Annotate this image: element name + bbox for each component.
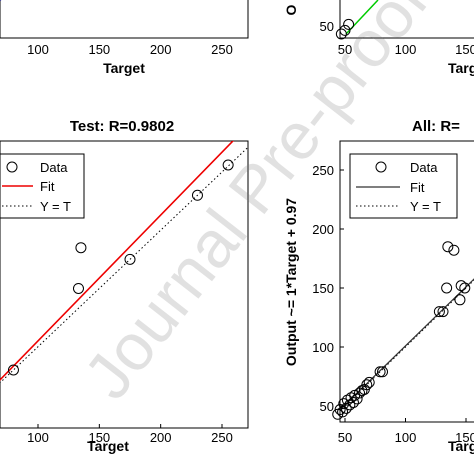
- data-point: [454, 294, 466, 306]
- x-tick-label: 150: [88, 42, 110, 57]
- x-axis-label: Target: [103, 60, 145, 76]
- data-point: [339, 24, 351, 36]
- panel-bottom-left: Test: R=0.9802 100 150 200 250 Data Fit Y =…: [0, 118, 249, 454]
- legend-fit-label: Fit: [40, 179, 55, 194]
- x-tick-labels: 50 100 150: [338, 42, 474, 57]
- data-point: [337, 406, 349, 418]
- chart-title: Test: R=0.9802: [70, 118, 174, 135]
- data-point: [442, 241, 454, 253]
- data-point: [351, 393, 363, 405]
- data-point: [335, 28, 347, 40]
- y-tick-label: 200: [312, 222, 334, 237]
- x-axis-label: Targ: [448, 60, 474, 76]
- data-point: [377, 366, 389, 378]
- y-tick-label: 100: [312, 340, 334, 355]
- x-tick-label: 50: [338, 42, 352, 57]
- data-point: [222, 159, 234, 171]
- data-point: [344, 399, 356, 411]
- data-point: [455, 280, 467, 292]
- legend-data-label: Data: [40, 160, 68, 175]
- y-tick-label: 50: [320, 399, 334, 414]
- data-point: [448, 244, 460, 256]
- data-point: [441, 282, 453, 294]
- y-axis-label: Output ~= 1*Target + 0.97: [283, 198, 299, 366]
- y-tick-label: 250: [312, 163, 334, 178]
- legend-yt-label: Y = T: [410, 199, 441, 214]
- x-tick-label: 100: [27, 430, 49, 445]
- data-point: [459, 282, 471, 294]
- x-tick-label: 150: [455, 42, 474, 57]
- data-point: [347, 396, 359, 408]
- data-point: [433, 306, 445, 318]
- data-point: [363, 376, 375, 388]
- y-tick-label: 150: [312, 281, 334, 296]
- legend-yt-label: Y = T: [40, 199, 71, 214]
- x-tick-label: 100: [27, 42, 49, 57]
- data-point: [334, 404, 346, 416]
- legend: Data Fit Y = T: [349, 153, 458, 219]
- x-tick-label: 150: [455, 430, 474, 445]
- legend-box: [349, 153, 458, 219]
- panel-bottom-right: All: R= 50 100 150 50 100 150 200 250 Data Fit…: [283, 118, 474, 454]
- data-points: [332, 241, 471, 420]
- data-point: [361, 379, 373, 391]
- data-point: [124, 253, 136, 265]
- legend-data-marker: [6, 161, 18, 173]
- fit-lines: [0, 141, 248, 384]
- x-tick-labels: 50 100 150: [338, 418, 474, 445]
- data-point: [72, 282, 84, 294]
- axes-box: [339, 140, 474, 423]
- panel-top-right: O 50 50 100 150 Targ: [283, 0, 474, 76]
- panel-top-left: 100 150 200 250 Target: [0, 0, 249, 76]
- data-points: [335, 18, 355, 40]
- x-tick-labels: 100 150 200 250: [27, 424, 233, 445]
- x-tick-label: 250: [211, 430, 233, 445]
- data-point: [437, 306, 449, 318]
- axes-box: [339, 0, 474, 39]
- axes-box: [0, 140, 249, 429]
- legend-data-label: Data: [410, 160, 438, 175]
- legend-fit-label: Fit: [410, 180, 425, 195]
- data-point: [75, 242, 87, 254]
- x-axis-label: Target: [87, 438, 129, 454]
- x-tick-label: 100: [395, 430, 417, 445]
- x-tick-label: 250: [211, 42, 233, 57]
- fit-line: [0, 141, 235, 381]
- x-tick-label: 50: [338, 430, 352, 445]
- y-tick-labels: 50 100 150 200 250: [312, 163, 344, 414]
- data-point: [374, 366, 386, 378]
- y-axis-label: O: [283, 4, 299, 15]
- data-point: [340, 402, 352, 414]
- data-points: [7, 159, 234, 376]
- x-tick-label: 200: [150, 42, 172, 57]
- y-tick-label: 50: [320, 19, 334, 34]
- axes-box: [0, 0, 249, 39]
- data-point: [191, 189, 203, 201]
- legend: Data Fit Y = T: [0, 153, 85, 219]
- x-axis-label: Targ: [448, 438, 474, 454]
- x-tick-labels: 100 150 200 250: [27, 42, 233, 57]
- data-point: [343, 18, 355, 30]
- legend-data-marker: [375, 161, 387, 173]
- x-tick-label: 150: [88, 430, 110, 445]
- x-tick-label: 100: [395, 42, 417, 57]
- data-point: [7, 364, 19, 376]
- x-tick-label: 200: [150, 430, 172, 445]
- chart-title: All: R=: [412, 118, 460, 135]
